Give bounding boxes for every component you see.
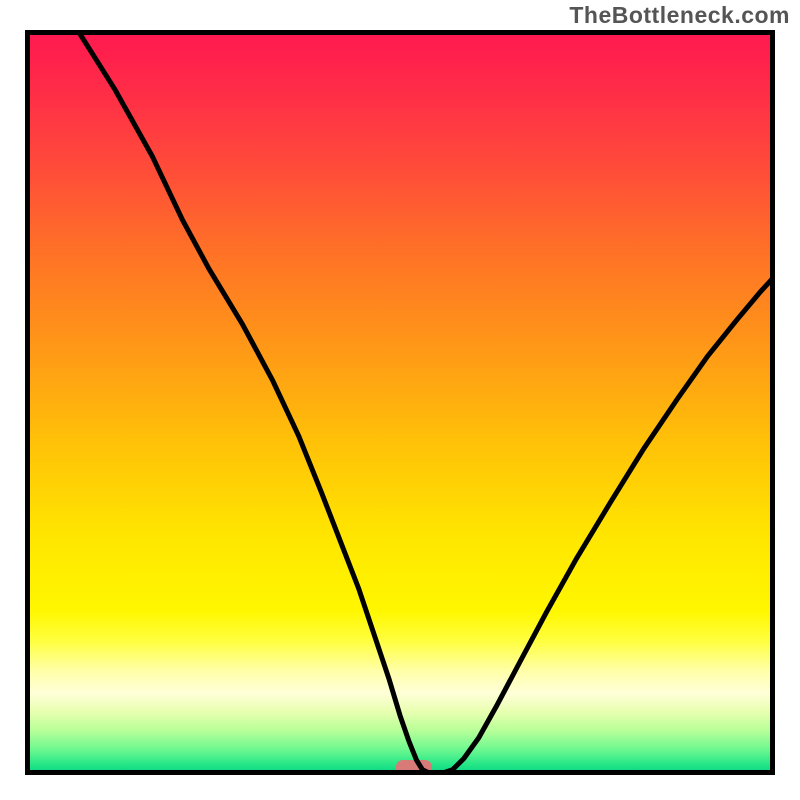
watermark-text: TheBottleneck.com bbox=[569, 2, 790, 29]
plot-area bbox=[25, 30, 775, 775]
plot-border bbox=[25, 30, 775, 775]
